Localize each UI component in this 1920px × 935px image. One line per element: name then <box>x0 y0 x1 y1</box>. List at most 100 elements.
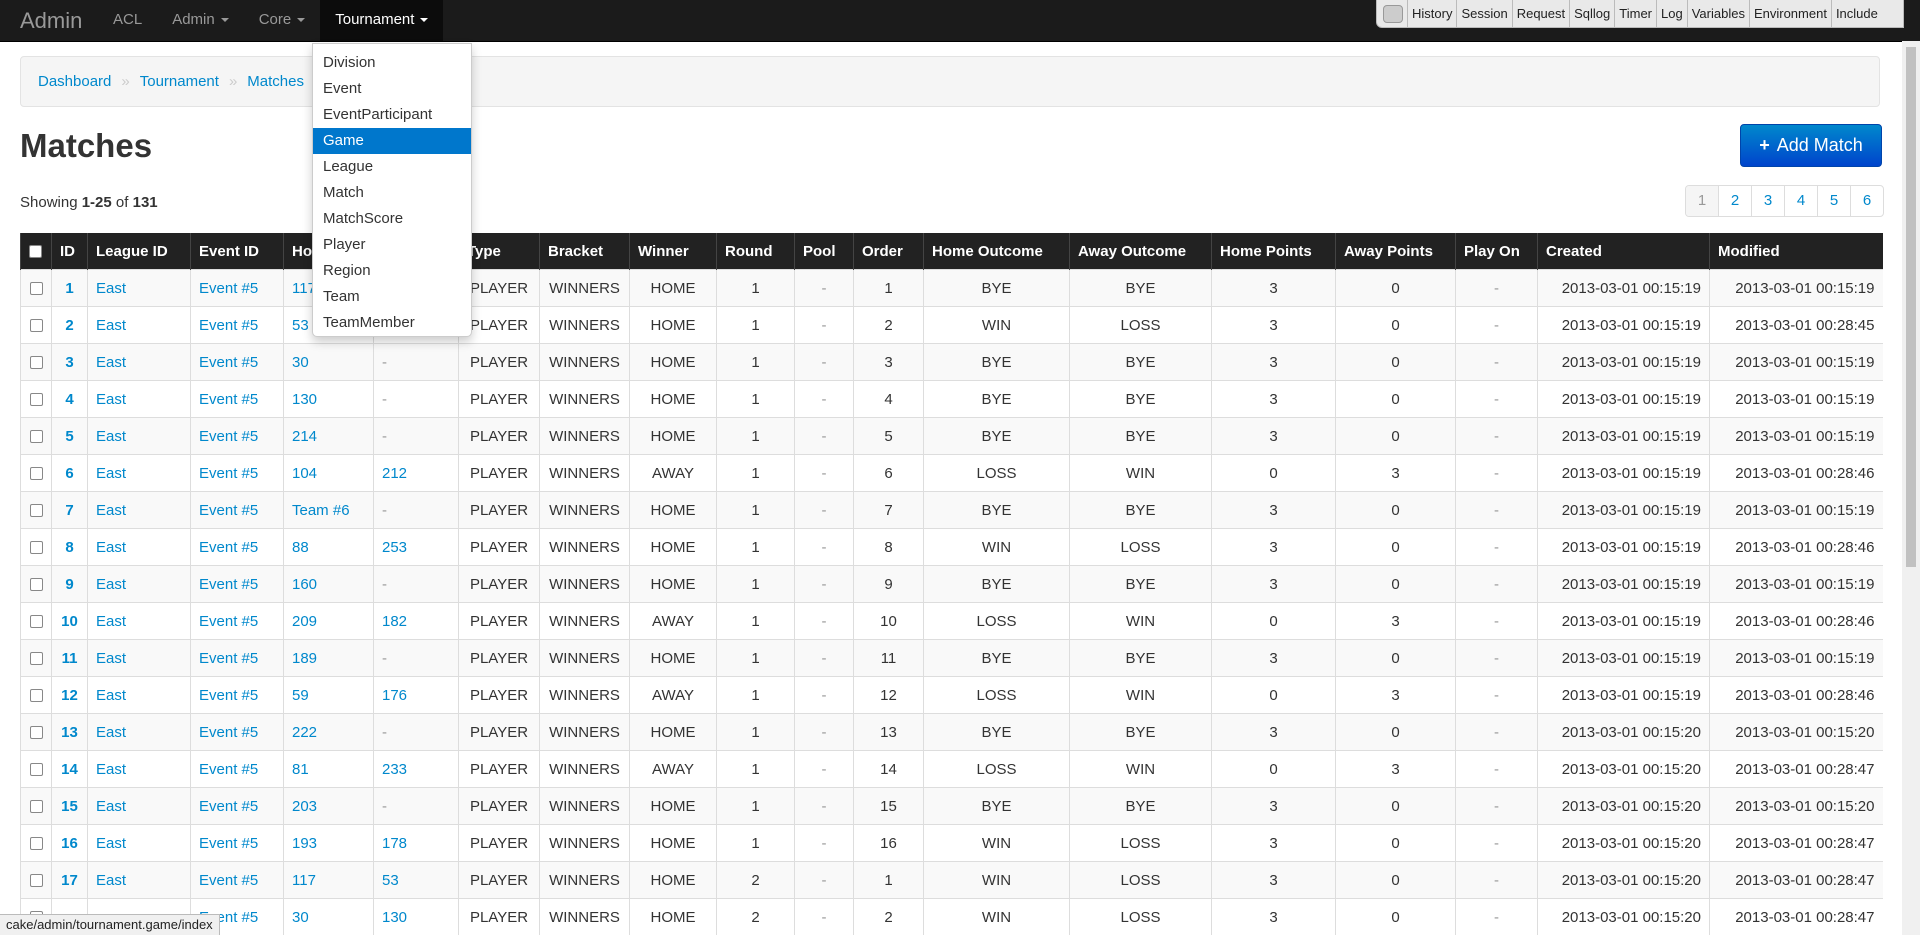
cell-link[interactable]: Event #5 <box>199 316 259 334</box>
cell-link[interactable]: 253 <box>382 538 408 556</box>
cell-link[interactable]: 104 <box>292 464 318 482</box>
cell-link[interactable]: Event #5 <box>199 760 259 778</box>
cell-link[interactable]: 3 <box>65 353 74 371</box>
row-checkbox[interactable] <box>29 652 43 666</box>
cell-link[interactable]: East <box>96 353 127 371</box>
debug-tab[interactable]: Session <box>1456 0 1511 27</box>
debug-icon[interactable] <box>1383 4 1403 23</box>
dropdown-item[interactable]: Division <box>323 54 376 71</box>
nav-item[interactable]: Admin <box>157 0 244 41</box>
nav-item[interactable]: Core <box>244 0 321 41</box>
row-checkbox[interactable] <box>29 874 43 888</box>
page-link[interactable]: 6 <box>1850 186 1883 216</box>
cell-link[interactable]: 9 <box>65 575 74 593</box>
cell-link[interactable]: East <box>96 612 127 630</box>
cell-link[interactable]: 88 <box>292 538 309 556</box>
dropdown-item[interactable]: Event <box>323 80 362 97</box>
cell-link[interactable]: 30 <box>292 908 309 926</box>
cell-link[interactable]: Team #6 <box>292 501 350 519</box>
cell-link[interactable]: 2 <box>65 316 74 334</box>
cell-link[interactable]: Event #5 <box>199 723 259 741</box>
cell-link[interactable]: 17 <box>61 871 78 889</box>
cell-link[interactable]: East <box>96 427 127 445</box>
cell-link[interactable]: 203 <box>292 797 318 815</box>
cell-link[interactable]: East <box>96 871 127 889</box>
cell-link[interactable]: East <box>96 279 127 297</box>
cell-link[interactable]: 1 <box>65 279 74 297</box>
cell-link[interactable]: East <box>96 390 127 408</box>
row-checkbox[interactable] <box>29 467 43 481</box>
cell-link[interactable]: 214 <box>292 427 318 445</box>
cell-link[interactable]: 15 <box>61 797 78 815</box>
add-button[interactable]: + Add Match <box>1740 124 1882 167</box>
cell-link[interactable]: 4 <box>65 390 74 408</box>
row-checkbox[interactable] <box>29 800 43 814</box>
cell-link[interactable]: 178 <box>382 834 408 852</box>
brand[interactable]: Admin <box>20 8 83 33</box>
cell-link[interactable]: Event #5 <box>199 501 259 519</box>
row-checkbox[interactable] <box>29 430 43 444</box>
page-link[interactable]: 4 <box>1784 186 1817 216</box>
cell-link[interactable]: 117 <box>292 279 316 297</box>
cell-link[interactable]: 117 <box>292 871 316 889</box>
dropdown-item[interactable]: Match <box>323 184 364 201</box>
cell-link[interactable]: Event #5 <box>199 649 259 667</box>
page-link[interactable]: 3 <box>1751 186 1784 216</box>
row-checkbox[interactable] <box>29 763 43 777</box>
cell-link[interactable]: 13 <box>61 723 78 741</box>
breadcrumb-link[interactable]: Tournament <box>139 73 219 90</box>
debug-tab[interactable]: Sqllog <box>1569 0 1614 27</box>
cell-link[interactable]: Event #5 <box>199 797 259 815</box>
breadcrumb-link[interactable]: Dashboard <box>38 73 112 90</box>
cell-link[interactable]: 81 <box>292 760 309 778</box>
dropdown-item[interactable]: TeamMember <box>323 314 415 331</box>
page-link[interactable]: 1 <box>1686 186 1718 216</box>
cell-link[interactable]: East <box>96 760 127 778</box>
cell-link[interactable]: 10 <box>61 612 78 630</box>
cell-link[interactable]: 176 <box>382 686 408 704</box>
page-link[interactable]: 5 <box>1817 186 1850 216</box>
debug-tab[interactable]: Request <box>1511 0 1569 27</box>
cell-link[interactable]: 193 <box>292 834 318 852</box>
row-checkbox[interactable] <box>29 356 43 370</box>
cell-link[interactable]: 53 <box>382 871 399 889</box>
cell-link[interactable]: 7 <box>65 501 74 519</box>
cell-link[interactable]: East <box>96 464 127 482</box>
cell-link[interactable]: 209 <box>292 612 318 630</box>
cell-link[interactable]: East <box>96 797 127 815</box>
row-checkbox[interactable] <box>29 578 43 592</box>
dropdown-item[interactable]: Game <box>313 128 471 154</box>
cell-link[interactable]: 53 <box>292 316 309 334</box>
row-checkbox[interactable] <box>29 282 43 296</box>
dropdown-item[interactable]: EventParticipant <box>323 106 433 123</box>
cell-link[interactable]: Event #5 <box>199 390 259 408</box>
dropdown-item[interactable]: MatchScore <box>323 210 404 227</box>
cell-link[interactable]: 11 <box>61 649 78 667</box>
row-checkbox[interactable] <box>29 837 43 851</box>
cell-link[interactable]: Event #5 <box>199 612 259 630</box>
cell-link[interactable]: Event #5 <box>199 464 259 482</box>
cell-link[interactable]: East <box>96 575 127 593</box>
cell-link[interactable]: 222 <box>292 723 318 741</box>
row-checkbox[interactable] <box>29 393 43 407</box>
cell-link[interactable]: Event #5 <box>199 279 259 297</box>
row-checkbox[interactable] <box>29 615 43 629</box>
row-checkbox[interactable] <box>29 319 43 333</box>
cell-link[interactable]: Event #5 <box>199 686 259 704</box>
cell-link[interactable]: 16 <box>61 834 78 852</box>
cell-link[interactable]: East <box>96 723 127 741</box>
cell-link[interactable]: East <box>96 316 127 334</box>
cell-link[interactable]: East <box>96 538 127 556</box>
cell-link[interactable]: East <box>96 501 127 519</box>
select-all-checkbox[interactable] <box>29 245 42 259</box>
cell-link[interactable]: East <box>96 686 127 704</box>
debug-tab[interactable]: History <box>1407 0 1456 27</box>
cell-link[interactable]: 12 <box>61 686 78 704</box>
cell-link[interactable]: 233 <box>382 760 408 778</box>
debug-tab[interactable]: Timer <box>1614 0 1656 27</box>
cell-link[interactable]: 189 <box>292 649 318 667</box>
debug-tab[interactable]: Include <box>1830 0 1882 27</box>
cell-link[interactable]: Event #5 <box>199 427 259 445</box>
cell-link[interactable]: East <box>96 834 127 852</box>
row-checkbox[interactable] <box>29 504 43 518</box>
